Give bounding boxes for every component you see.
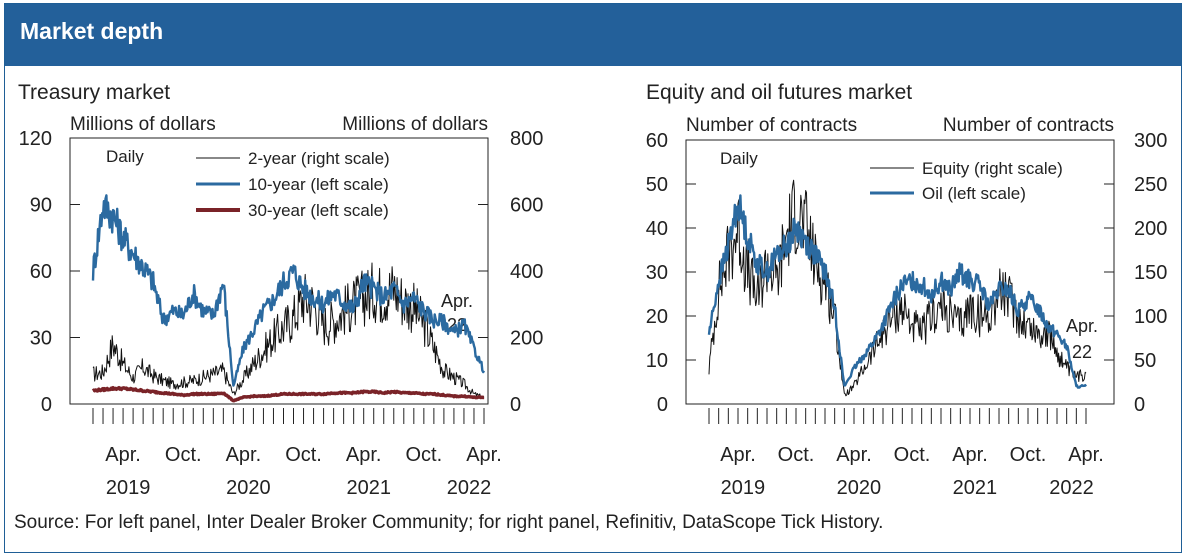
right-tick-label: 600 bbox=[510, 195, 543, 217]
x-year-label: 2020 bbox=[226, 477, 271, 499]
series-line-3 bbox=[91, 385, 485, 403]
chart-panel-1: Treasury market Millions of dollars Millio… bbox=[18, 81, 543, 499]
frequency-note: Daily bbox=[106, 147, 144, 166]
x-tick-label: Oct. bbox=[165, 444, 202, 466]
x-year-label: 2022 bbox=[1049, 477, 1094, 499]
left-tick-label: 40 bbox=[646, 218, 668, 240]
header-bar: Market depth bbox=[5, 4, 1181, 66]
x-year-label: 2022 bbox=[447, 477, 492, 499]
end-annotation-month: Apr. bbox=[441, 291, 473, 311]
x-tick-label: Apr. bbox=[1068, 444, 1104, 466]
panel-title: Equity and oil futures market bbox=[646, 81, 912, 104]
left-tick-label: 90 bbox=[30, 195, 52, 217]
x-year-label: 2019 bbox=[721, 477, 766, 499]
series-line-1 bbox=[92, 262, 485, 399]
series-line-1 bbox=[708, 179, 1087, 397]
left-tick-label: 10 bbox=[646, 350, 668, 372]
x-tick-label: Apr. bbox=[346, 444, 382, 466]
plot-area bbox=[685, 139, 1115, 405]
x-tick-label: Apr. bbox=[105, 444, 141, 466]
right-tick-label: 0 bbox=[510, 394, 521, 416]
frequency-note: Daily bbox=[720, 149, 758, 168]
x-year-label: 2021 bbox=[953, 477, 998, 499]
right-tick-label: 400 bbox=[510, 261, 543, 283]
left-tick-label: 30 bbox=[30, 328, 52, 350]
x-tick-label: Oct. bbox=[778, 444, 815, 466]
x-tick-label: Apr. bbox=[226, 444, 262, 466]
right-tick-label: 200 bbox=[510, 328, 543, 350]
x-year-label: 2021 bbox=[346, 477, 391, 499]
legend-label: 10-year (left scale) bbox=[248, 175, 389, 194]
left-tick-label: 120 bbox=[19, 128, 52, 150]
x-tick-label: Oct. bbox=[285, 444, 322, 466]
x-year-label: 2020 bbox=[837, 477, 882, 499]
right-axis-label: Number of contracts bbox=[943, 115, 1114, 136]
series-line-2 bbox=[91, 194, 486, 387]
x-year-label: 2019 bbox=[106, 477, 151, 499]
right-tick-label: 250 bbox=[1134, 174, 1167, 196]
left-tick-label: 30 bbox=[646, 262, 668, 284]
figure-frame: Market depth bbox=[4, 3, 1182, 553]
legend-label: Equity (right scale) bbox=[922, 159, 1063, 178]
right-axis-label: Millions of dollars bbox=[342, 114, 488, 135]
right-tick-label: 100 bbox=[1134, 306, 1167, 328]
right-tick-label: 800 bbox=[510, 128, 543, 150]
panel-title: Treasury market bbox=[18, 81, 170, 104]
right-tick-label: 150 bbox=[1134, 262, 1167, 284]
x-tick-label: Apr. bbox=[952, 444, 988, 466]
right-tick-label: 300 bbox=[1134, 130, 1167, 152]
left-tick-label: 50 bbox=[646, 174, 668, 196]
source-note: Source: For left panel, Inter Dealer Bro… bbox=[14, 512, 884, 533]
x-tick-label: Oct. bbox=[894, 444, 931, 466]
right-tick-label: 0 bbox=[1134, 394, 1145, 416]
legend-label: 2-year (right scale) bbox=[248, 149, 390, 168]
x-tick-label: Apr. bbox=[836, 444, 872, 466]
left-axis-label: Number of contracts bbox=[686, 115, 857, 136]
right-tick-label: 200 bbox=[1134, 218, 1167, 240]
x-tick-label: Oct. bbox=[406, 444, 443, 466]
left-tick-label: 60 bbox=[30, 261, 52, 283]
legend-label: 30-year (left scale) bbox=[248, 201, 389, 220]
x-tick-label: Apr. bbox=[466, 444, 502, 466]
left-tick-label: 20 bbox=[646, 306, 668, 328]
series-line-2 bbox=[707, 194, 1087, 389]
left-axis-label: Millions of dollars bbox=[70, 114, 216, 135]
x-tick-label: Apr. bbox=[720, 444, 756, 466]
left-tick-label: 0 bbox=[657, 394, 668, 416]
right-tick-label: 50 bbox=[1134, 350, 1156, 372]
end-annotation-month: Apr. bbox=[1066, 316, 1098, 336]
end-annotation-day: 22 bbox=[1072, 342, 1092, 362]
chart-panel-2: Equity and oil futures market Number of c… bbox=[646, 81, 1168, 499]
left-tick-label: 60 bbox=[646, 130, 668, 152]
legend-label: Oil (left scale) bbox=[922, 184, 1026, 203]
x-tick-label: Oct. bbox=[1010, 444, 1047, 466]
left-tick-label: 0 bbox=[41, 394, 52, 416]
figure-title: Market depth bbox=[20, 18, 164, 44]
